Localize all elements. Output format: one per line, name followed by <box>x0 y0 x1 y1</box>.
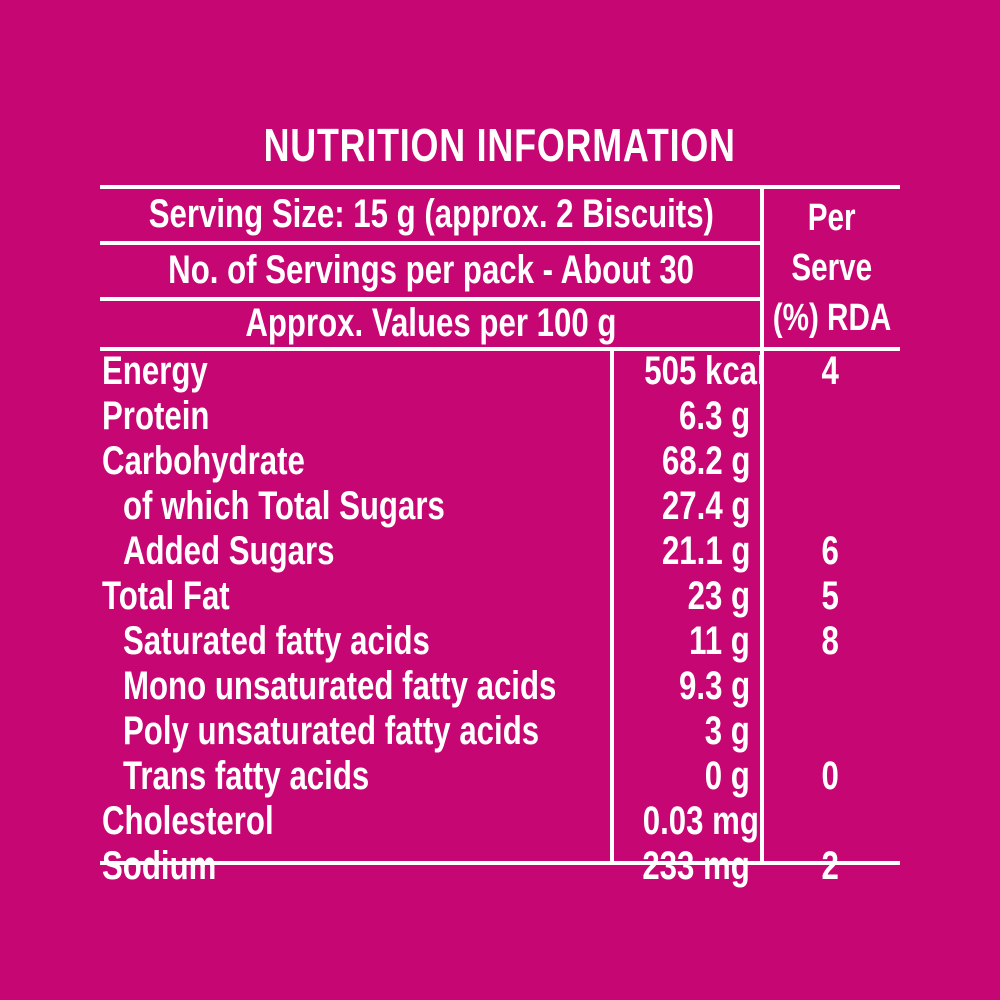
serving-size-text: Serving Size: 15 g (approx. 2 Biscuits) <box>148 192 714 236</box>
header-body-divider <box>100 347 900 351</box>
nutrient-label: Protein <box>102 394 210 438</box>
values-basis-row: Approx. Values per 100 g <box>100 300 762 347</box>
table-row: Energy 505 kcal 4 <box>100 349 900 394</box>
rda-percent: 2 <box>821 844 839 888</box>
table-bottom-border <box>100 861 900 865</box>
table-row: Total Fat 23 g 5 <box>100 574 900 619</box>
servings-per-pack-text: No. of Servings per pack - About 30 <box>168 248 694 292</box>
rda-percent: 5 <box>821 574 839 618</box>
nutrient-label: Carbohydrate <box>102 439 305 483</box>
rda-header-line-3: (%) RDA <box>772 296 891 339</box>
nutrient-label: Trans fatty acids <box>123 754 370 798</box>
nutrient-amount: 11 g <box>689 619 750 663</box>
rda-percent: 6 <box>821 529 839 573</box>
table-row: Sodium 233 mg 2 <box>100 844 900 889</box>
table-row: Poly unsaturated fatty acids 3 g <box>100 709 900 754</box>
nutrient-amount: 21.1 g <box>661 529 750 573</box>
nutrient-amount: 505 kcal <box>644 349 766 393</box>
rda-column-divider <box>760 185 764 865</box>
rda-percent: 8 <box>821 619 839 663</box>
nutrient-amount: 0 g <box>704 754 750 798</box>
table-row: Carbohydrate 68.2 g <box>100 439 900 484</box>
serving-size-row: Serving Size: 15 g (approx. 2 Biscuits) <box>100 188 762 241</box>
table-row: Trans fatty acids 0 g 0 <box>100 754 900 799</box>
nutrient-label: of which Total Sugars <box>123 484 445 528</box>
servings-per-pack-row-divider <box>100 297 762 301</box>
table-row: Saturated fatty acids 11 g 8 <box>100 619 900 664</box>
nutrient-label: Added Sugars <box>123 529 335 573</box>
nutrient-amount: 68.2 g <box>661 439 750 483</box>
nutrient-label: Total Fat <box>102 574 230 618</box>
table-row: of which Total Sugars 27.4 g <box>100 484 900 529</box>
nutrient-amount: 27.4 g <box>661 484 750 528</box>
serving-size-row-divider <box>100 241 762 245</box>
nutrient-label: Sodium <box>102 844 217 888</box>
nutrient-label: Energy <box>102 349 208 393</box>
page-title-text: NUTRITION INFORMATION <box>263 119 737 171</box>
nutrient-label: Cholesterol <box>102 799 274 843</box>
rda-header-line-2: Serve <box>791 246 872 289</box>
values-basis-text: Approx. Values per 100 g <box>245 301 617 345</box>
nutrient-table-body: Energy 505 kcal 4 Protein 6.3 g Carbohyd… <box>100 349 900 888</box>
nutrient-amount: 6.3 g <box>678 394 750 438</box>
rda-percent: 0 <box>821 754 839 798</box>
rda-column-header: Per Serve (%) RDA <box>763 188 900 347</box>
nutrient-amount: 9.3 g <box>678 664 750 708</box>
table-row: Added Sugars 21.1 g 6 <box>100 529 900 574</box>
table-row: Mono unsaturated fatty acids 9.3 g <box>100 664 900 709</box>
nutrient-label: Mono unsaturated fatty acids <box>123 664 557 708</box>
table-top-border <box>100 185 900 189</box>
nutrient-label: Poly unsaturated fatty acids <box>123 709 540 753</box>
table-row: Protein 6.3 g <box>100 394 900 439</box>
nutrient-amount: 0.03 mg <box>642 799 759 843</box>
nutrient-amount: 3 g <box>704 709 750 753</box>
nutrient-label: Saturated fatty acids <box>123 619 430 663</box>
nutrient-amount: 233 mg <box>642 844 750 888</box>
servings-per-pack-row: No. of Servings per pack - About 30 <box>100 244 762 297</box>
value-column-divider <box>610 347 614 865</box>
table-row: Cholesterol 0.03 mg <box>100 799 900 844</box>
rda-header-line-1: Per <box>807 196 856 239</box>
rda-percent: 4 <box>821 349 839 393</box>
nutrient-amount: 23 g <box>687 574 750 618</box>
page-title: NUTRITION INFORMATION <box>0 118 1000 172</box>
